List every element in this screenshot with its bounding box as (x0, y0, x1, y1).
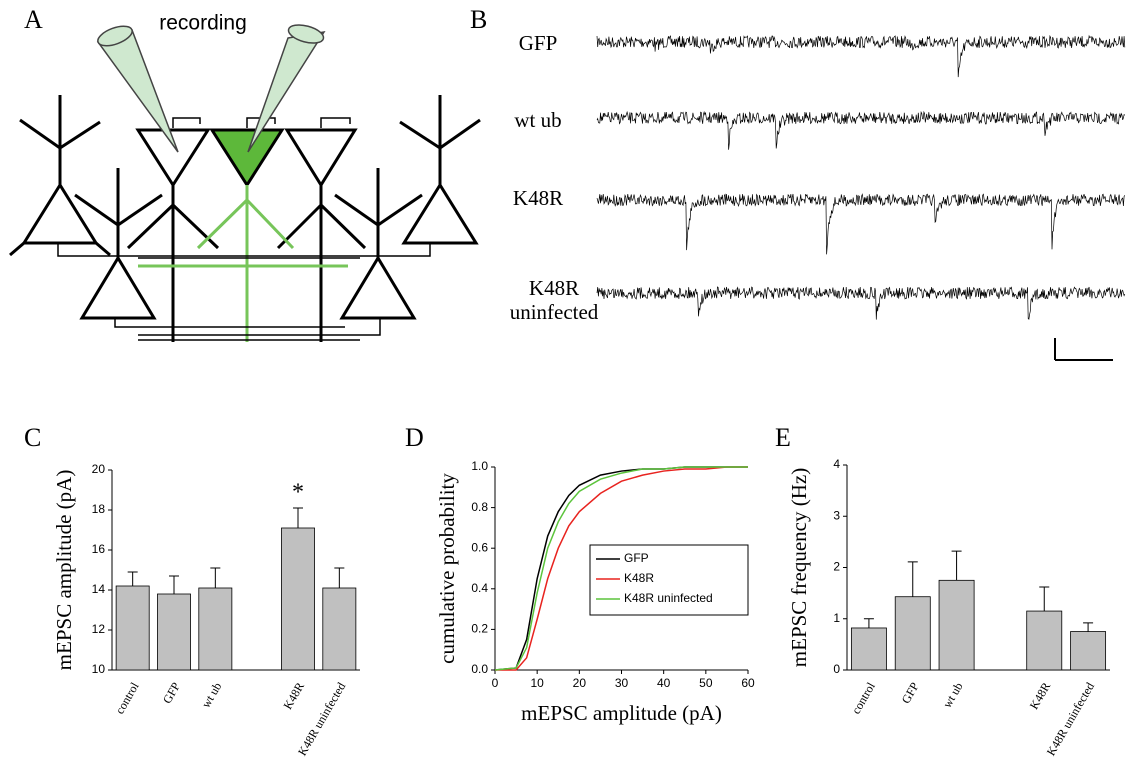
trace-label: K48R uninfected (509, 276, 599, 324)
trace (596, 110, 1126, 150)
error-bar (293, 507, 303, 528)
legend-label: K48R (624, 571, 654, 585)
trace-label: K48R (513, 186, 563, 210)
x-tick-label: GFP (899, 680, 922, 706)
error-bar (127, 571, 138, 586)
bar (1026, 610, 1063, 671)
error-bar (334, 567, 345, 588)
panel-label: A (24, 5, 43, 34)
trace (596, 34, 1126, 78)
x-tick-label: 60 (741, 676, 755, 690)
x-tick-label: 0 (492, 676, 499, 690)
x-tick-label: 50 (699, 676, 713, 690)
panel-label: B (470, 5, 487, 34)
bar (157, 593, 191, 671)
pipettes (96, 24, 326, 153)
error-bar (951, 550, 962, 581)
panel-label: C (24, 423, 41, 452)
bar (938, 579, 975, 671)
error-bar (1039, 586, 1050, 612)
y-tick-label: 0 (833, 662, 840, 676)
series-line (495, 466, 748, 671)
y-tick-label: 0.4 (471, 581, 488, 595)
y-tick-label: 0.0 (471, 662, 488, 676)
bar (850, 627, 887, 671)
error-bar (863, 618, 874, 628)
x-tick-label: K48R (281, 680, 307, 712)
trace-label: GFP (519, 31, 558, 55)
bar (281, 527, 315, 671)
legend-label: GFP (624, 551, 649, 565)
x-tick-label: control (113, 679, 142, 716)
bar (322, 587, 357, 671)
y-tick-label: 14 (92, 582, 106, 596)
y-tick-label: 1 (833, 611, 840, 625)
x-tick-label: K48R (1027, 680, 1053, 712)
y-tick-label: 0.8 (471, 500, 488, 514)
trace-label: wt ub (514, 108, 561, 132)
y-tick-label: 4 (833, 457, 840, 471)
y-tick-label: 0.6 (471, 540, 488, 554)
x-tick-label: 30 (615, 676, 629, 690)
x-tick-label: 20 (573, 676, 587, 690)
bar (115, 585, 150, 671)
x-tick-label: 10 (530, 676, 544, 690)
y-axis-label: mEPSC frequency (Hz) (787, 468, 811, 667)
annotation: * (292, 480, 304, 506)
error-bar (907, 561, 918, 597)
x-tick-label: wt ub (940, 680, 966, 710)
y-tick-label: 0.2 (471, 622, 488, 636)
error-bar (169, 575, 179, 594)
bar (894, 596, 931, 671)
legend-label: K48R uninfected (624, 591, 713, 605)
x-tick-label: wt ub (199, 680, 225, 710)
y-tick-label: 1.0 (471, 459, 488, 473)
x-tick-label: GFP (160, 680, 183, 706)
x-tick-label: K48R uninfected (1044, 680, 1097, 758)
y-tick-label: 18 (92, 502, 106, 516)
scale-bar (1054, 338, 1113, 361)
traces (596, 34, 1126, 320)
y-tick-label: 16 (92, 542, 106, 556)
error-bar (1083, 622, 1094, 632)
y-axis-label: mEPSC amplitude (pA) (52, 470, 76, 671)
y-tick-label: 20 (92, 462, 106, 476)
y-tick-label: 3 (833, 508, 840, 522)
trace (596, 193, 1126, 255)
x-tick-label: 40 (657, 676, 671, 690)
legend (589, 544, 749, 616)
error-bar (210, 567, 221, 588)
x-axis-label: mEPSC amplitude (pA) (521, 701, 722, 725)
bar (1070, 631, 1107, 671)
y-tick-label: 10 (92, 662, 106, 676)
y-tick-label: 12 (92, 622, 106, 636)
x-tick-label: control (849, 679, 878, 716)
y-tick-label: 2 (833, 560, 840, 574)
panel-label: D (405, 423, 424, 452)
bar (198, 587, 233, 671)
annotation: recording (159, 12, 247, 35)
y-axis-label: cumulative probability (435, 473, 459, 664)
panel-label: E (775, 423, 791, 452)
neuron-diagram (9, 95, 481, 342)
trace (596, 286, 1126, 320)
series-line (494, 466, 748, 671)
